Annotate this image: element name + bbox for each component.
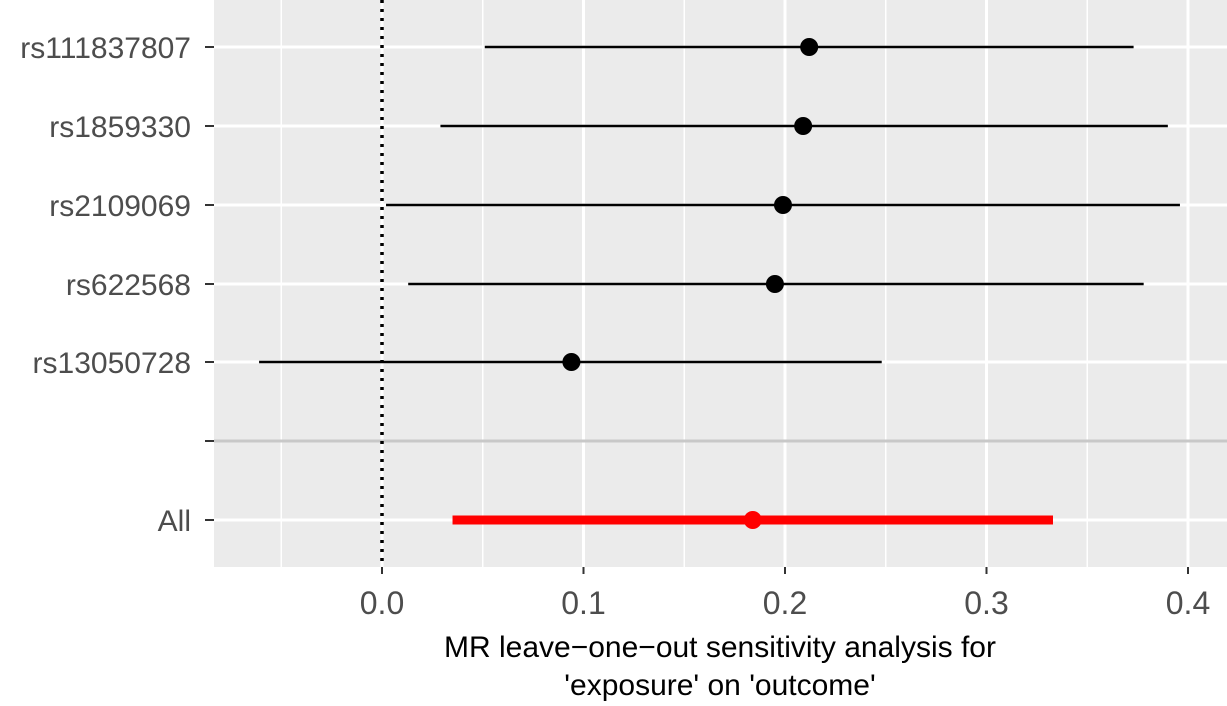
- x-tick-label: 0.2: [763, 585, 807, 621]
- y-tick-label: rs111837807: [20, 32, 191, 65]
- y-axis-labels: rs111837807 rs1859330 rs2109069 rs622568 rs1…: [20, 32, 191, 538]
- x-axis-ticks: [381, 567, 1189, 574]
- x-tick-label: 0.3: [964, 585, 1008, 621]
- x-tick-label: 0.1: [561, 585, 605, 621]
- y-tick-label: rs2109069: [49, 190, 191, 223]
- effect-estimates: [259, 38, 1180, 529]
- x-tick-label: 0.0: [360, 585, 404, 621]
- point-estimate: [765, 275, 784, 293]
- y-tick-label-overall: All: [158, 505, 191, 538]
- overall-point-estimate: [743, 511, 762, 529]
- point-estimate: [773, 196, 792, 214]
- y-axis-ticks: [205, 46, 214, 521]
- y-tick-label: rs13050728: [33, 347, 191, 380]
- x-axis-labels: 0.0 0.1 0.2 0.3 0.4: [360, 585, 1210, 621]
- x-axis-title-line-2: 'exposure' on 'outcome': [564, 669, 875, 702]
- x-axis-title-line-1: MR leave−one−out sensitivity analysis fo…: [444, 631, 996, 664]
- x-tick-label: 0.4: [1166, 585, 1210, 621]
- point-estimate: [794, 117, 813, 135]
- y-tick-label: rs622568: [66, 269, 191, 302]
- y-tick-label: rs1859330: [49, 111, 191, 144]
- point-estimate: [562, 353, 581, 371]
- point-estimate: [800, 38, 819, 56]
